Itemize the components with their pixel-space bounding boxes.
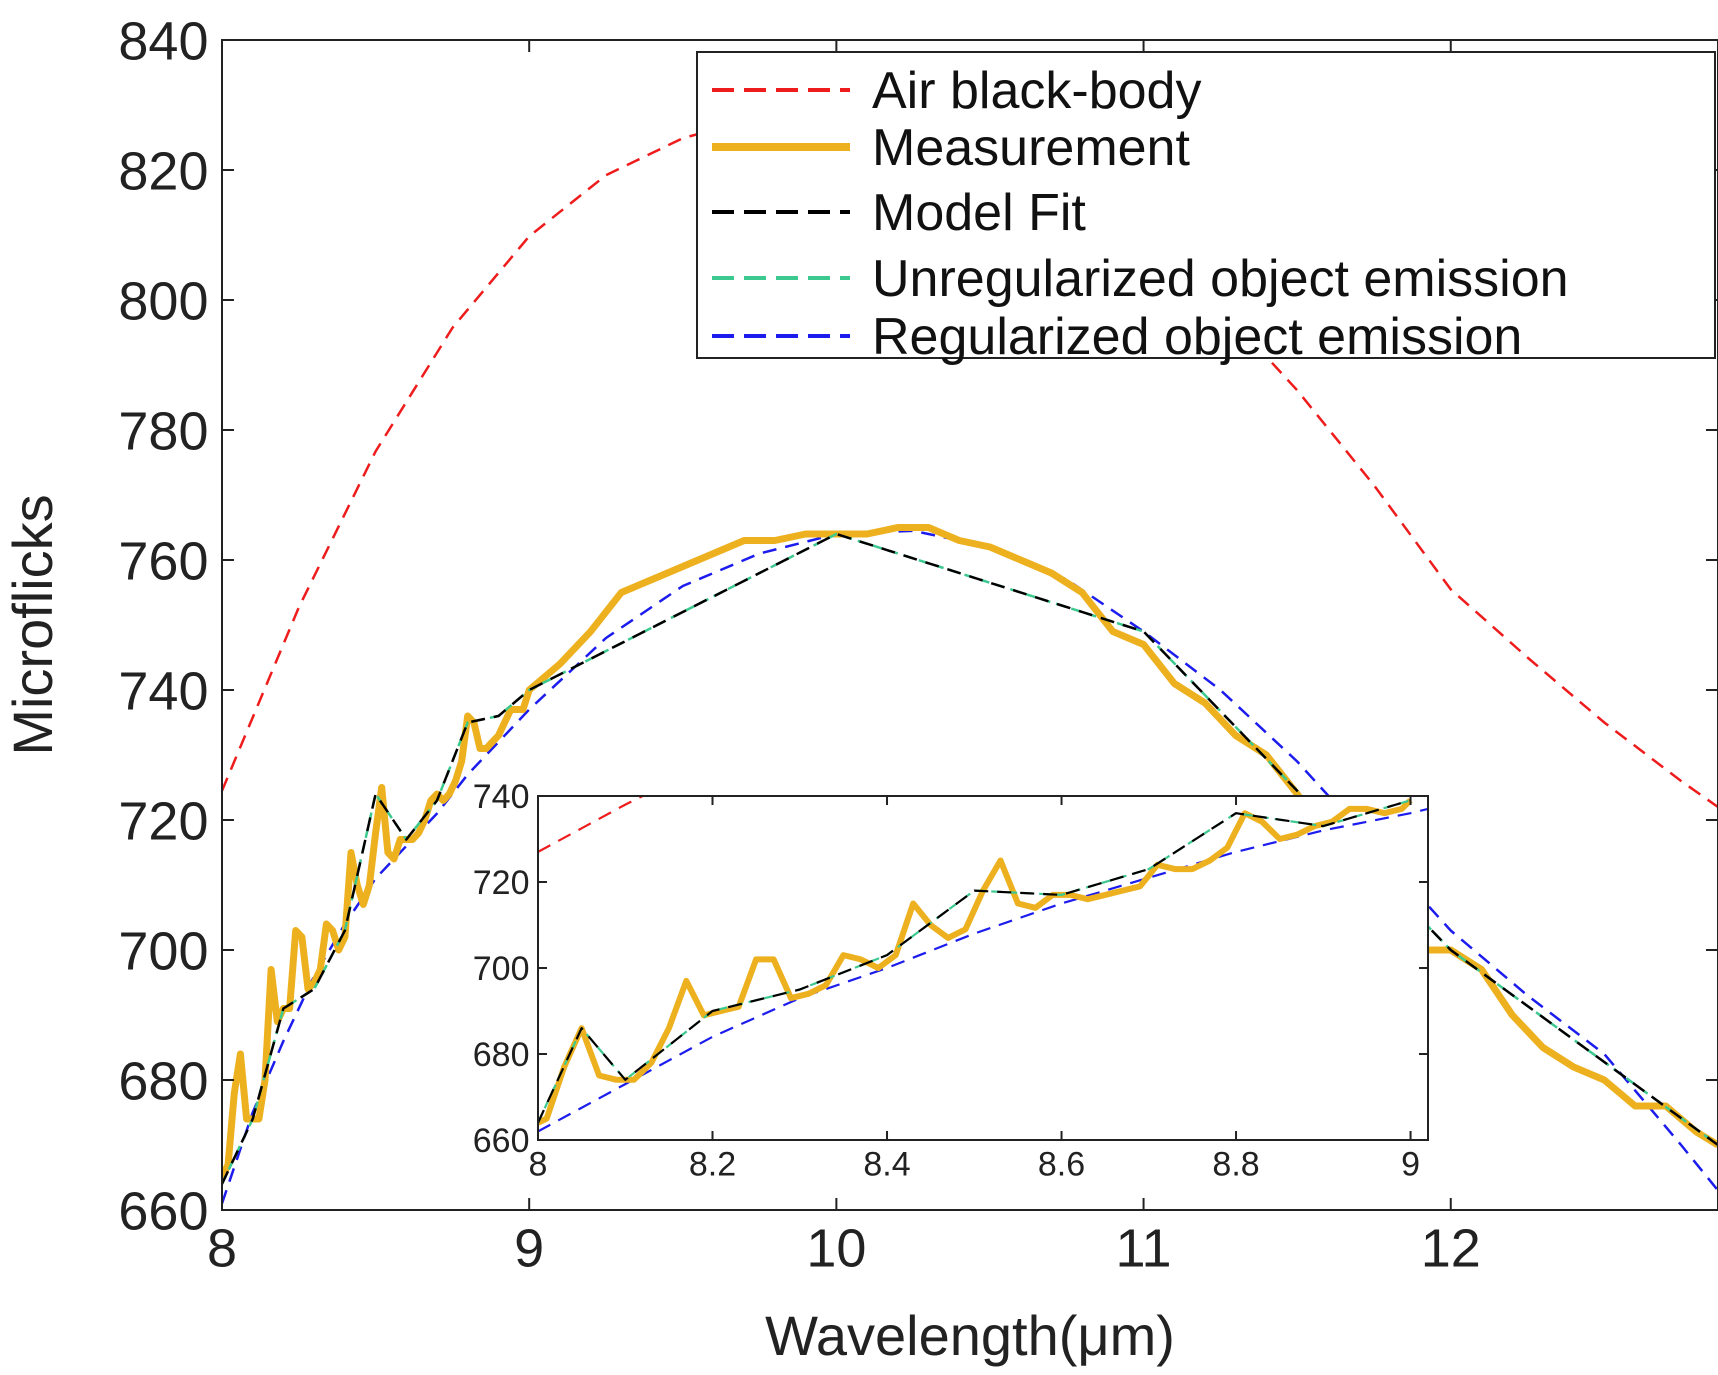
inset-x-tick-label: 9 [1401, 1146, 1420, 1184]
main-series-regularized-object-emission [222, 529, 1718, 1204]
main-plot-frame [221, 39, 1718, 1211]
legend-box [696, 51, 1716, 359]
inset-x-tick-label: 8.4 [863, 1146, 910, 1184]
inset-y-tick-label: 680 [473, 1036, 530, 1074]
main-x-tick-label: 11 [1116, 1219, 1172, 1279]
inset-series-air-black-body [538, 796, 646, 853]
inset-series-regularized-object-emission [538, 807, 1428, 1133]
main-x-tick-label: 8 [207, 1219, 237, 1279]
main-x-tick-label: 12 [1421, 1219, 1481, 1279]
main-x-tick-label: 9 [514, 1219, 544, 1279]
main-y-tick-label: 720 [118, 791, 208, 851]
inset-y-tick-label: 740 [473, 778, 530, 816]
main-ticks: 8 9 10 11 12 660 680 700 720 740 760 780 800 820 840 [118, 11, 1718, 1279]
legend-label-air-black-body: Air black-body [872, 62, 1201, 120]
inset-ticks: 8 8.2 8.4 8.6 8.8 9 660 680 700 720 740 [473, 778, 1428, 1184]
main-y-tick-label: 680 [118, 1051, 208, 1111]
main-y-tick-label: 660 [118, 1181, 208, 1241]
main-y-tick-label: 800 [118, 271, 208, 331]
inset-x-tick-label: 8.8 [1212, 1146, 1259, 1184]
main-y-tick-label: 700 [118, 921, 208, 981]
main-x-tick-label: 10 [806, 1219, 866, 1279]
inset-y-tick-label: 700 [473, 950, 530, 988]
main-y-tick-label: 820 [118, 141, 208, 201]
legend-label-unregularized-object-emission: Unregularized object emission [872, 250, 1569, 308]
main-y-tick-label: 840 [118, 11, 208, 71]
inset-x-tick-label: 8.2 [689, 1146, 736, 1184]
legend-label-measurement: Measurement [872, 119, 1190, 177]
inset-x-tick-label: 8 [529, 1146, 548, 1184]
legend-label-regularized-object-emission: Regularized object emission [872, 308, 1522, 366]
inset-x-tick-label: 8.6 [1038, 1146, 1085, 1184]
inset-plot-series [538, 796, 1428, 1133]
main-y-tick-label: 780 [118, 401, 208, 461]
inset-background [538, 796, 1428, 1140]
main-y-tick-label: 760 [118, 531, 208, 591]
legend-label-model-fit: Model Fit [872, 184, 1086, 242]
inset-series-unregularized-object-emission [538, 799, 1411, 1124]
x-axis-title: Wavelength(μm) [765, 1304, 1175, 1367]
inset-y-tick-label: 660 [473, 1122, 530, 1160]
main-series-model-fit [222, 532, 1718, 1185]
main-y-tick-label: 740 [118, 661, 208, 721]
inset-series-measurement [538, 798, 1413, 1126]
inset-y-tick-label: 720 [473, 864, 530, 902]
y-axis-title: Microflicks [1, 494, 64, 755]
